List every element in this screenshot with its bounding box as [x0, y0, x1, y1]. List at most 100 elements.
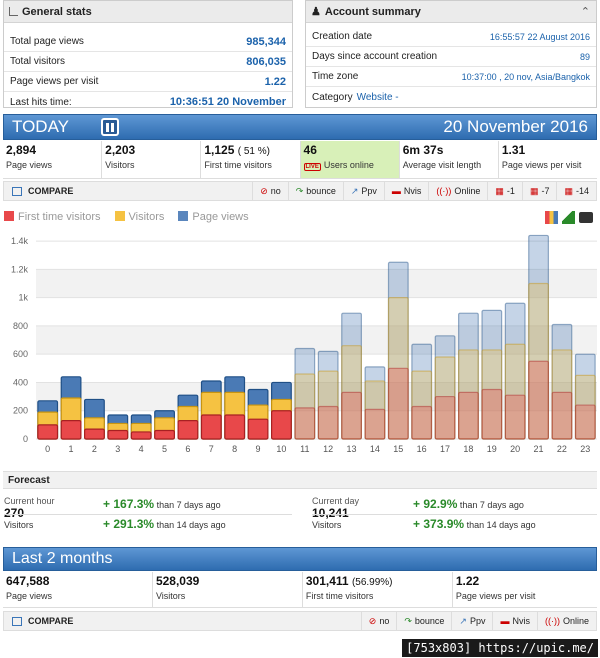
- bar-page-views: [574, 353, 596, 440]
- nvis-icon: ▬: [500, 616, 510, 626]
- legend-first-time[interactable]: First time visitors: [4, 211, 101, 223]
- stat-page-views: 2,894 Page views: [3, 141, 103, 178]
- bar-first-time: [37, 424, 59, 440]
- stat-value: 1.22: [264, 75, 286, 88]
- bar-first-time: [224, 414, 246, 440]
- change-text: than 7 days ago: [459, 500, 524, 510]
- no-icon: ⊘: [368, 615, 377, 626]
- forecast-hour-sub: Visitors: [4, 520, 34, 530]
- stat-label: Last hits time:: [10, 96, 72, 108]
- stat-caption: Average visit length: [402, 160, 482, 170]
- compare-nvis-button[interactable]: ▬ Nvis: [383, 182, 429, 200]
- general-stats-header: General stats: [4, 1, 292, 23]
- x-tick-label: 11: [300, 444, 309, 454]
- account-row: Days since account creation 89: [306, 47, 596, 67]
- stat-caption: Users online: [323, 160, 374, 170]
- bar-visitors: [481, 349, 503, 440]
- compare-bar-2: COMPARE ⊘ no ↷ bounce ↗ Ppv ▬ Nvis ((·)) Onli…: [3, 611, 597, 631]
- category-link[interactable]: Website -: [356, 91, 399, 103]
- bar-page-views: [341, 312, 362, 440]
- stat-users-online[interactable]: 46 LIVE Users online: [300, 141, 400, 178]
- x-tick-label: 0: [45, 444, 50, 454]
- account-summary-panel: ♟ Account summary ⌃ Creation date 16:55:5…: [305, 0, 597, 108]
- stat-ppv: 1.31 Page views per visit: [499, 141, 597, 178]
- bar-first-time: [154, 429, 175, 440]
- legend-label: First time visitors: [18, 211, 101, 223]
- bar-first-time: [177, 420, 199, 440]
- general-stats-title: General stats: [22, 5, 92, 18]
- stat-row: Last hits time: 10:36:51 20 November: [4, 92, 292, 112]
- camera-icon[interactable]: [579, 212, 593, 223]
- forecast-hour: Current hour 270 Visitors: [4, 496, 55, 530]
- area-chart-icon[interactable]: [562, 211, 575, 224]
- chart-tools: [545, 211, 593, 224]
- stat-label: Total visitors: [10, 56, 66, 67]
- button-label: Ppv: [469, 616, 486, 626]
- compare-ppv-button[interactable]: ↗ Ppv: [451, 612, 492, 630]
- compare-no-button[interactable]: ⊘ no: [252, 182, 288, 200]
- compare-online-button[interactable]: ((·)) Online: [536, 612, 596, 630]
- bar-visitors: [528, 282, 549, 440]
- compare-ppv-button[interactable]: ↗ Ppv: [342, 182, 384, 200]
- general-stats-panel: General stats Total page views 985,344 To…: [3, 0, 293, 108]
- bar-first-time: [411, 405, 433, 440]
- bar-first-time: [60, 420, 82, 440]
- stat-caption: First time visitors: [305, 591, 374, 601]
- x-tick-label: 15: [393, 444, 403, 454]
- compare-minus14-button[interactable]: ▦ -14: [556, 182, 596, 200]
- bar-first-time: [200, 414, 222, 440]
- stat-percent: ( 51 %): [237, 146, 270, 157]
- legend-page-views[interactable]: Page views: [178, 211, 249, 223]
- last2-stats: 647,588 Page views 528,039 Visitors 301,41…: [3, 572, 597, 608]
- stat-visitors: 528,039 Visitors: [153, 572, 303, 607]
- x-tick-label: 20: [510, 444, 520, 454]
- bar-first-time: [107, 429, 129, 440]
- stat-row: Page views per visit 1.22: [4, 72, 292, 92]
- bar-visitors: [551, 349, 573, 440]
- user-icon: ♟: [311, 6, 321, 18]
- compare-nvis-button[interactable]: ▬ Nvis: [492, 612, 537, 630]
- account-label: Creation date: [312, 31, 373, 42]
- bar-first-time: [84, 428, 105, 440]
- x-tick-label: 18: [463, 444, 473, 454]
- x-tick-label: 21: [534, 444, 544, 454]
- compare-no-button[interactable]: ⊘ no: [360, 612, 397, 630]
- button-label: bounce: [414, 616, 445, 626]
- compare-bounce-button[interactable]: ↷ bounce: [287, 182, 343, 200]
- button-label: Nvis: [403, 186, 422, 196]
- ppv-icon: ↗: [459, 615, 467, 626]
- stat-percent: (56.99%): [351, 577, 393, 588]
- button-label: Nvis: [512, 616, 530, 626]
- bar-visitors: [458, 349, 479, 440]
- change-percent: + 373.9%: [413, 517, 465, 531]
- x-tick-label: 14: [370, 444, 380, 454]
- stat-caption: Visitors: [155, 591, 186, 601]
- compare-minus1-button[interactable]: ▦ -1: [487, 182, 522, 200]
- collapse-icon[interactable]: ⌃: [580, 6, 590, 18]
- compare-minus7-button[interactable]: ▦ -7: [521, 182, 557, 200]
- stat-number: 46: [303, 143, 317, 157]
- button-label: -1: [506, 186, 515, 196]
- category-row: Category Website -: [306, 87, 596, 107]
- forecast-day-value: 10,241: [312, 506, 349, 520]
- bar-page-views: [528, 234, 549, 440]
- divider: [312, 514, 597, 515]
- forecast-title: Forecast: [8, 475, 50, 486]
- compare-bounce-button[interactable]: ↷ bounce: [396, 612, 451, 630]
- legend-visitors[interactable]: Visitors: [114, 211, 164, 223]
- bar-visitors: [574, 374, 596, 440]
- calendar-icon: ▦: [564, 185, 573, 196]
- compare-bar: COMPARE ⊘ no ↷ bounce ↗ Ppv ▬ Nvis ((·)) Onli…: [3, 181, 597, 201]
- bar-chart-icon[interactable]: [545, 211, 558, 224]
- compare-online-button[interactable]: ((·)) Online: [428, 182, 487, 200]
- bar-first-time: [364, 408, 386, 440]
- online-icon: ((·)): [544, 616, 560, 626]
- change-percent: + 167.3%: [103, 497, 155, 511]
- account-value: 16:55:57 22 August 2016: [489, 31, 590, 42]
- today-stats: 2,894 Page views 2,203 Visitors 1,125 ( 51…: [3, 141, 597, 179]
- stat-value: 985,344: [246, 35, 286, 48]
- x-tick-label: 6: [185, 444, 190, 454]
- bar-page-views: [504, 302, 526, 440]
- x-tick-label: 5: [162, 444, 167, 454]
- pause-button[interactable]: [101, 118, 119, 136]
